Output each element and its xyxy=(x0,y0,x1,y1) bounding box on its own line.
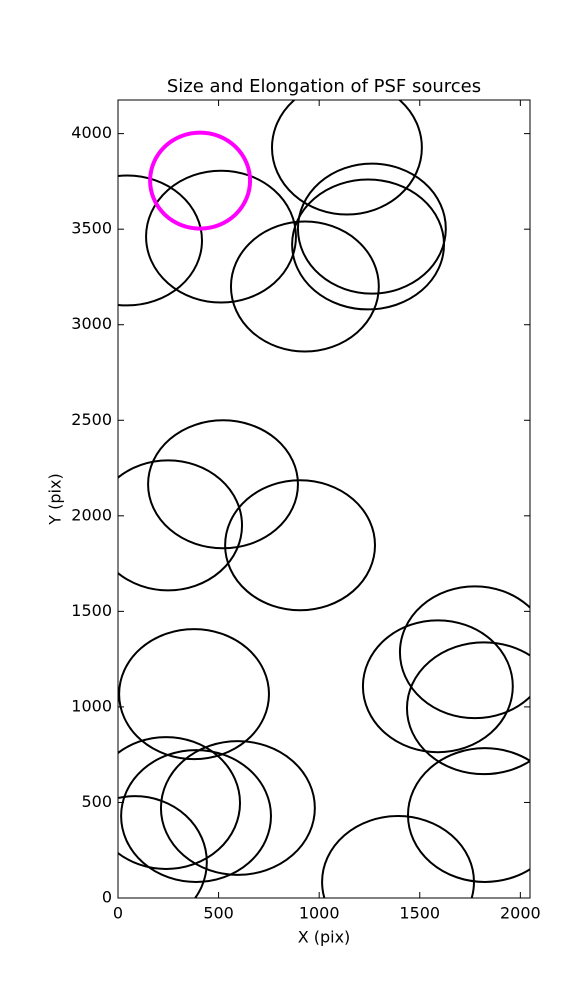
y-tick-label: 500 xyxy=(81,792,112,811)
y-tick-label: 0 xyxy=(102,888,112,907)
y-tick-label: 4000 xyxy=(71,123,112,142)
psf-ellipse xyxy=(118,174,203,307)
psf-ellipse xyxy=(296,162,447,295)
psf-ellipse xyxy=(118,795,208,898)
psf-ellipse xyxy=(147,419,299,550)
y-tick-label: 3000 xyxy=(71,314,112,333)
x-tick-label: 1000 xyxy=(299,904,340,923)
y-tick-label: 1000 xyxy=(71,696,112,715)
x-tick-label: 0 xyxy=(113,904,123,923)
psf-ellipse xyxy=(148,130,253,231)
x-tick-label: 500 xyxy=(203,904,234,923)
psf-ellipse xyxy=(118,736,241,870)
y-tick-label: 2000 xyxy=(71,505,112,524)
psf-ellipse xyxy=(120,749,272,883)
psf-ellipse xyxy=(406,641,530,776)
x-tick-label: 2000 xyxy=(500,904,541,923)
chart-title: Size and Elongation of PSF sources xyxy=(167,76,481,97)
psf-ellipse xyxy=(398,585,530,720)
psf-ellipse xyxy=(224,479,376,612)
psf-ellipse xyxy=(159,740,316,876)
psf-ellipse xyxy=(291,178,445,311)
psf-ellipse xyxy=(271,100,423,216)
psf-ellipse xyxy=(118,628,270,761)
psf-ellipse xyxy=(361,619,514,754)
x-tick-label: 1500 xyxy=(399,904,440,923)
psf-ellipse xyxy=(229,220,380,353)
x-axis-label: X (pix) xyxy=(298,928,351,947)
axes-frame xyxy=(117,99,531,899)
y-tick-label: 1500 xyxy=(71,601,112,620)
y-axis-label: Y (pix) xyxy=(46,473,65,525)
plot-area xyxy=(118,100,530,898)
psf-ellipse xyxy=(407,747,530,883)
psf-ellipse xyxy=(118,459,244,592)
y-tick-label: 2500 xyxy=(71,410,112,429)
y-tick-label: 3500 xyxy=(71,219,112,238)
psf-ellipse xyxy=(145,169,297,304)
